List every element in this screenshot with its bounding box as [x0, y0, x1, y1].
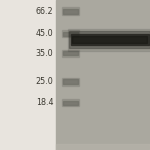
Text: 18.4: 18.4: [36, 98, 53, 107]
Bar: [56, 0, 150, 150]
Text: 66.2: 66.2: [36, 7, 53, 16]
Text: 25.0: 25.0: [36, 77, 53, 86]
Bar: [62, 50, 79, 57]
Bar: [63, 9, 78, 14]
Text: 45.0: 45.0: [36, 29, 53, 38]
Bar: [62, 7, 79, 15]
Bar: [63, 51, 78, 55]
Bar: [62, 99, 79, 106]
Bar: [70, 34, 148, 45]
Bar: [72, 36, 147, 43]
Bar: [62, 78, 79, 86]
Bar: [63, 80, 78, 84]
Bar: [69, 32, 150, 48]
Bar: [62, 30, 79, 37]
Bar: [68, 29, 150, 51]
Bar: [56, 144, 150, 150]
Bar: [63, 32, 78, 36]
Bar: [63, 101, 78, 105]
Text: 35.0: 35.0: [36, 49, 53, 58]
